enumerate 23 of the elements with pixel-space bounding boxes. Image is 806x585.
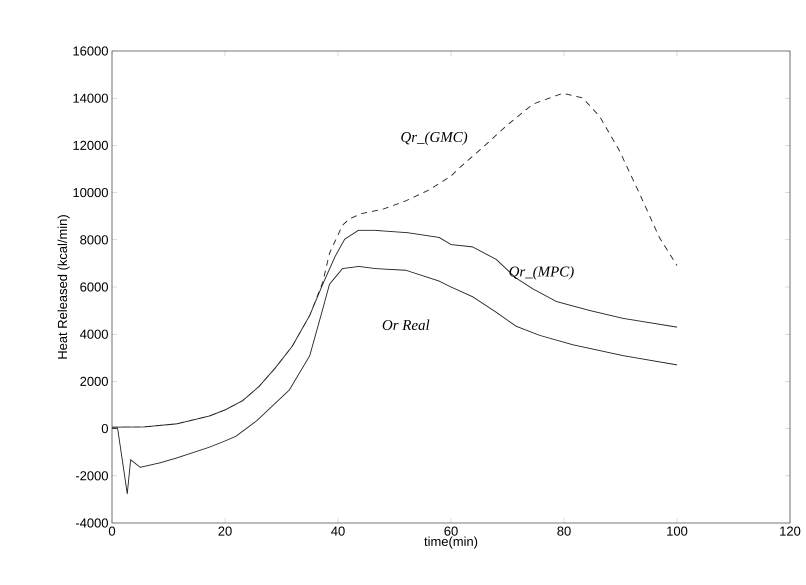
x-tick-label: 0 bbox=[108, 526, 116, 536]
x-tick-label: 120 bbox=[780, 526, 800, 536]
y-tick-label: 10000 bbox=[73, 188, 108, 198]
y-tick-label: 6000 bbox=[80, 282, 108, 292]
series-label: Qr_(MPC) bbox=[509, 266, 574, 280]
y-tick-label: 12000 bbox=[73, 140, 108, 150]
y-tick-label: 4000 bbox=[80, 330, 108, 339]
y-tick-label: 2000 bbox=[80, 376, 108, 386]
y-tick-label: -4000 bbox=[76, 518, 108, 528]
y-tick-label: 14000 bbox=[73, 94, 108, 103]
x-tick-label: 40 bbox=[331, 526, 345, 536]
x-tick-label: 80 bbox=[557, 526, 571, 536]
y-axis-title: Heat Released (kcal/min) bbox=[58, 215, 70, 359]
x-tick-label: 100 bbox=[667, 526, 688, 536]
y-tick-label: 16000 bbox=[73, 46, 108, 56]
y-tick-label: 0 bbox=[102, 424, 108, 434]
y-tick-label: -2000 bbox=[76, 471, 108, 480]
text: Or Real bbox=[382, 320, 430, 330]
x-axis-title: time(min) bbox=[424, 536, 478, 549]
series-label: Qr_(GMC) bbox=[401, 132, 468, 146]
y-tick-label: 8000 bbox=[80, 235, 108, 244]
x-tick-label: 20 bbox=[218, 526, 232, 536]
x-tick-label: 60 bbox=[444, 526, 458, 536]
